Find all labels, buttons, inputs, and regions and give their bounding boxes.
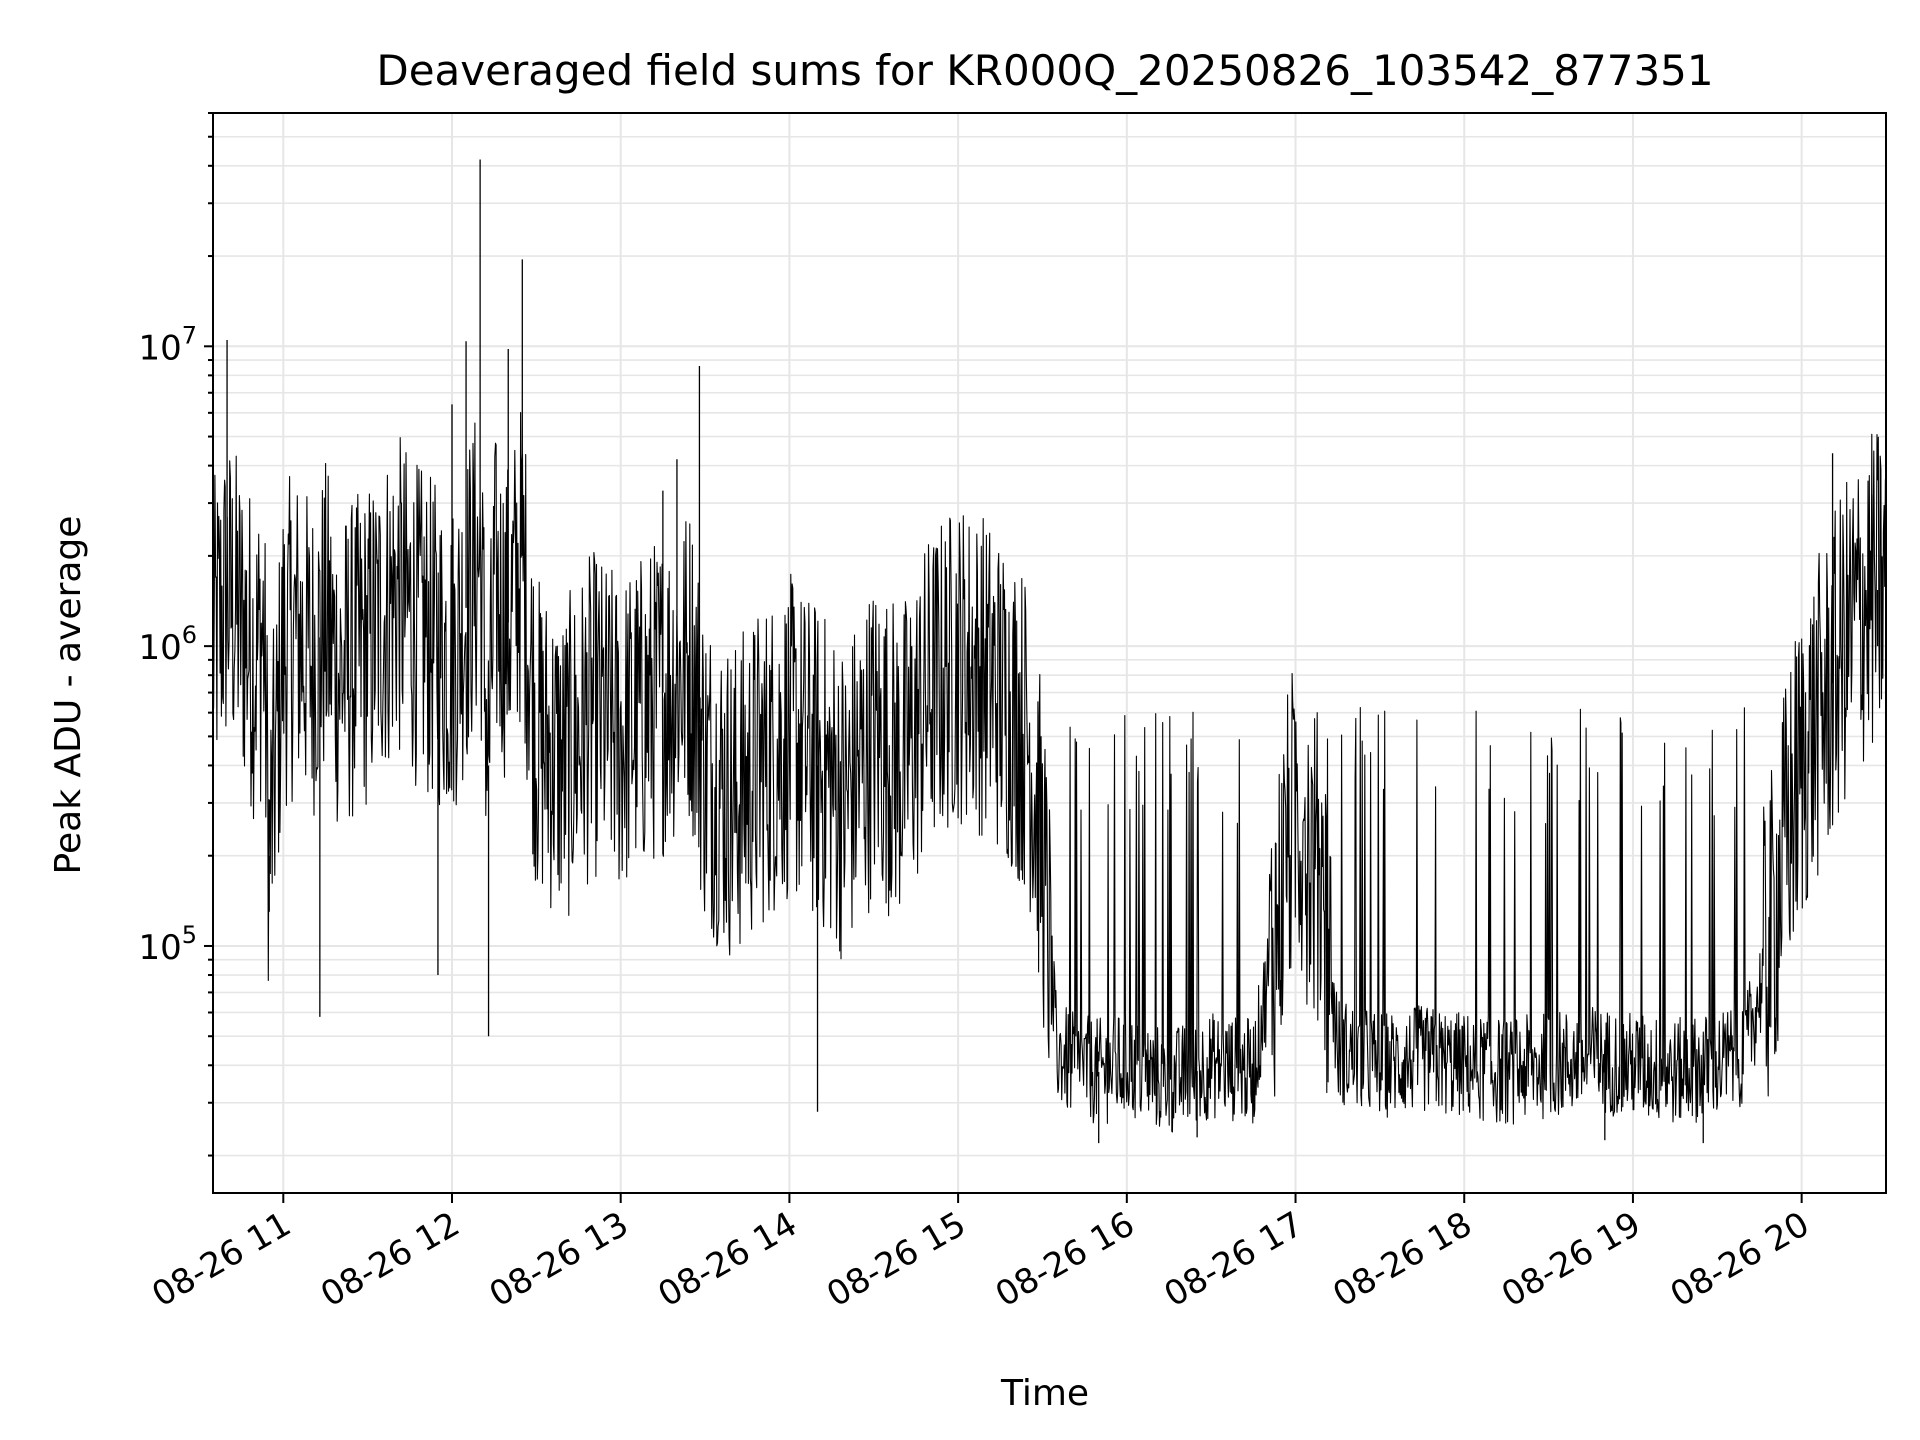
y-tick-label: 106 (138, 621, 197, 668)
chart-title: Deaveraged field sums for KR000Q_2025082… (376, 46, 1713, 95)
series (212, 159, 1887, 1144)
y-tick-label: 107 (138, 321, 197, 368)
y-tick-label: 105 (138, 921, 197, 968)
x-axis-label: Time (1000, 1373, 1089, 1414)
plot-frame (212, 112, 1887, 1194)
series-line (212, 411, 1887, 1133)
y-ticks: 105 106 107 (138, 112, 213, 1157)
y-axis-label: Peak ADU - average (48, 516, 89, 875)
